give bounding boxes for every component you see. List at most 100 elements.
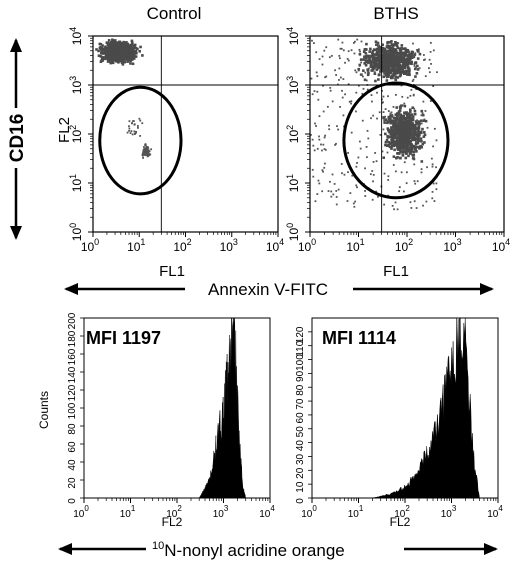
event-dot — [435, 139, 438, 142]
event-dot — [318, 58, 321, 61]
event-dot — [314, 200, 317, 203]
x-tick-label: 101 — [120, 504, 136, 520]
event-dot — [423, 59, 425, 61]
event-dot — [118, 59, 122, 63]
event-dot — [384, 55, 388, 58]
event-dot — [399, 138, 403, 142]
event-dot — [395, 135, 398, 138]
event-dot — [360, 61, 363, 64]
event-dot — [415, 122, 418, 126]
event-dot — [347, 83, 350, 86]
event-dot — [392, 73, 396, 76]
event-dot — [365, 146, 368, 148]
event-dot — [118, 53, 121, 57]
event-dot — [408, 51, 411, 54]
event-dot — [409, 108, 412, 112]
event-dot — [401, 59, 405, 63]
event-dot — [128, 49, 132, 53]
event-dot — [104, 47, 108, 50]
x-tick-label: 104 — [266, 237, 284, 254]
event-dot — [133, 133, 136, 135]
event-dot — [398, 186, 401, 189]
event-dot — [406, 65, 410, 69]
event-dot — [371, 65, 375, 69]
event-dot — [370, 94, 373, 96]
event-dot — [392, 123, 395, 126]
event-dot — [399, 122, 403, 126]
event-dot — [145, 150, 147, 153]
event-dot — [415, 137, 419, 141]
event-dot — [324, 76, 327, 79]
event-dot — [364, 71, 367, 74]
event-dot — [131, 41, 134, 45]
event-dot — [352, 202, 355, 205]
event-dot — [376, 65, 380, 69]
event-dot — [366, 73, 370, 77]
event-dot — [134, 55, 138, 58]
event-dot — [412, 78, 415, 81]
event-dot — [413, 128, 416, 132]
event-dot — [358, 53, 362, 56]
event-dot — [387, 60, 390, 64]
event-dot — [398, 55, 402, 59]
event-dot — [366, 156, 368, 159]
event-dot — [404, 59, 408, 63]
event-dot — [414, 147, 417, 151]
event-dot — [389, 61, 393, 64]
event-dot — [389, 130, 392, 134]
event-dot — [420, 139, 423, 143]
event-dot — [404, 49, 408, 52]
event-dot — [430, 62, 432, 65]
event-dot — [420, 109, 424, 113]
event-dot — [110, 45, 114, 49]
event-dot — [362, 50, 366, 54]
scatter-panel-bths: BTHS 100 101 102 103 104 100 101 102 103 104 FL1 — [285, 4, 510, 280]
event-dot — [376, 62, 379, 66]
event-dot — [389, 133, 393, 136]
event-dot — [397, 135, 401, 138]
event-dot — [123, 60, 127, 64]
event-dot — [99, 55, 103, 58]
y-tick-label: 100 — [295, 354, 306, 371]
event-dot — [114, 56, 118, 60]
event-dot — [128, 127, 131, 130]
event-dot — [359, 50, 361, 53]
event-dot — [124, 51, 127, 54]
event-dot — [394, 77, 396, 80]
y-tick-label: 110 — [295, 340, 306, 356]
event-dot — [394, 170, 397, 173]
event-dot — [395, 118, 399, 121]
event-dot — [313, 90, 316, 93]
event-dot — [417, 126, 421, 130]
event-dot — [374, 79, 377, 83]
event-dot — [435, 182, 438, 185]
event-dot — [322, 84, 324, 87]
event-dot — [384, 118, 388, 121]
event-dot — [116, 44, 120, 47]
event-dot — [422, 135, 426, 138]
event-dot — [117, 40, 121, 44]
event-dot — [362, 69, 365, 72]
event-dot — [382, 111, 385, 114]
event-dot — [379, 60, 382, 63]
event-dot — [368, 58, 371, 62]
event-dot — [396, 65, 399, 68]
event-dot — [110, 40, 114, 44]
event-dot — [368, 57, 371, 60]
event-dot — [403, 58, 407, 61]
event-dot — [340, 47, 343, 50]
event-dot — [406, 73, 409, 76]
event-dot — [398, 107, 402, 110]
event-dot — [355, 184, 358, 187]
y-tick-label: 100 — [67, 402, 78, 419]
event-dot — [394, 113, 398, 116]
event-dot — [125, 51, 129, 55]
event-dot — [100, 57, 104, 60]
event-dot — [358, 64, 361, 67]
event-dot — [399, 51, 403, 54]
event-dot — [402, 72, 406, 76]
event-dot — [395, 70, 399, 73]
event-dot — [127, 55, 131, 59]
event-dot — [371, 49, 375, 53]
event-dot — [338, 54, 341, 57]
